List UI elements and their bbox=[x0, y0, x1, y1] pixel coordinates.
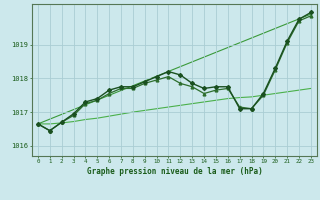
X-axis label: Graphe pression niveau de la mer (hPa): Graphe pression niveau de la mer (hPa) bbox=[86, 167, 262, 176]
